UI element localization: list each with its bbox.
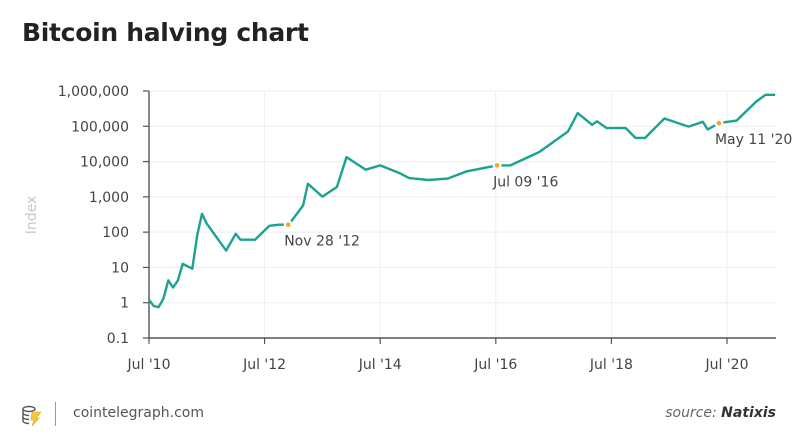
x-tick-label: Jul '16 — [473, 357, 517, 373]
halving-marker — [716, 120, 722, 126]
halving-marker — [285, 222, 291, 228]
x-tick-label: Jul '18 — [589, 357, 633, 373]
halving-label: Jul 09 '16 — [492, 174, 558, 190]
source-name: Natixis — [721, 405, 776, 421]
footer-divider — [55, 402, 56, 426]
y-tick-label: 10,000 — [80, 155, 129, 171]
y-tick-label: 100 — [102, 225, 129, 241]
y-tick-label: 1,000,000 — [58, 84, 129, 100]
price-line — [148, 93, 776, 309]
x-tick-label: Jul '12 — [242, 357, 286, 373]
source-credit: source: Natixis — [665, 405, 776, 421]
site-url[interactable]: cointelegraph.com — [73, 405, 204, 421]
x-tick-label: Jul '14 — [358, 357, 402, 373]
x-tick-label: Jul '10 — [126, 357, 170, 373]
y-tick-label: 10 — [111, 260, 129, 276]
x-tick-label: Jul '20 — [704, 357, 748, 373]
halving-label: Nov 28 '12 — [284, 234, 360, 250]
y-tick-label: 1 — [120, 296, 129, 312]
source-prefix: source: — [665, 405, 717, 421]
chart-title: Bitcoin halving chart — [22, 18, 309, 47]
y-axis-label: Index — [24, 196, 40, 235]
y-tick-label: 0.1 — [107, 331, 129, 347]
halving-label: May 11 '20 — [715, 132, 792, 148]
cointelegraph-logo-icon — [22, 405, 42, 427]
y-tick-label: 100,000 — [71, 119, 129, 135]
halving-marker — [494, 163, 500, 168]
y-tick-label: 1,000 — [89, 190, 129, 206]
